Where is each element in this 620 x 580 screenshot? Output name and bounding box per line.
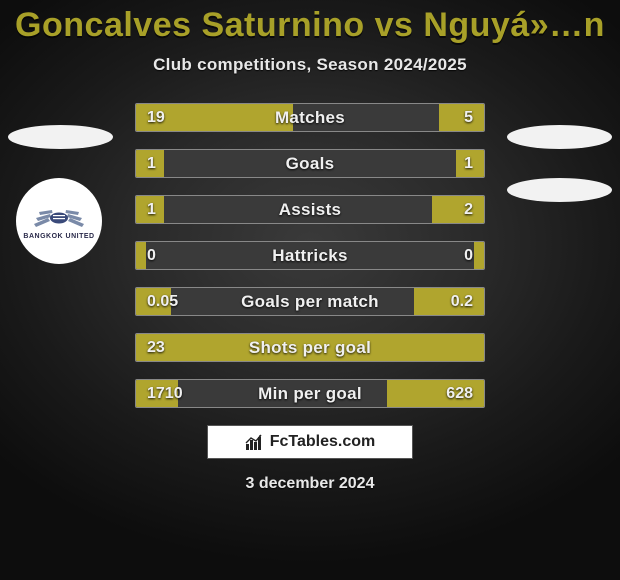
stat-value-left: 1 [135,149,168,178]
stat-row: Shots per goal23 [135,333,485,362]
stat-value-left: 1 [135,195,168,224]
stat-label: Goals [135,149,485,178]
comparison-rows: Matches195Goals11Assists12Hattricks00Goa… [0,103,620,408]
stat-value-right: 0 [452,241,485,270]
date-text: 3 december 2024 [0,475,620,493]
stat-label: Assists [135,195,485,224]
stat-value-right: 2 [452,195,485,224]
stat-row: Hattricks0 0 [135,241,485,270]
footer-text: FcTables.com [270,433,376,451]
stat-row: Min per goal1710628 [135,379,485,408]
footer-attribution: FcTables.com [207,425,413,459]
subtitle: Club competitions, Season 2024/2025 [0,55,620,75]
stat-label: Matches [135,103,485,132]
page-title: Goncalves Saturnino vs Nguyá»…n [0,0,620,45]
stat-value-right: 628 [434,379,485,408]
stat-value-right: 1 [452,149,485,178]
stat-value-left: 1710 [135,379,195,408]
bar-chart-icon [245,433,265,451]
stat-label: Hattricks [135,241,485,270]
stat-label: Shots per goal [135,333,485,362]
stat-value-right: 5 [452,103,485,132]
stat-value-left: 19 [135,103,177,132]
stat-value-right: 0.2 [439,287,485,316]
stat-row: Goals1 1 [135,149,485,178]
stat-value-left: 23 [135,333,177,362]
stat-row: Assists1 2 [135,195,485,224]
stat-value-right [461,333,485,362]
stat-row: Matches19 5 [135,103,485,132]
stat-value-left: 0.05 [135,287,190,316]
stat-row: Goals per match0.050.2 [135,287,485,316]
stat-value-left: 0 [135,241,168,270]
